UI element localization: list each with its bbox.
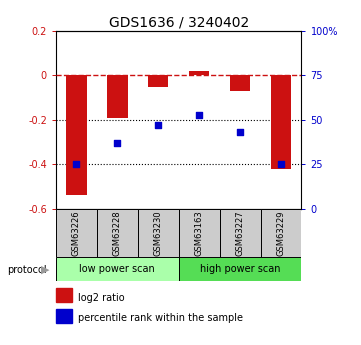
Text: protocol: protocol <box>7 265 47 275</box>
Bar <box>148 76 169 87</box>
Point <box>114 140 120 146</box>
Text: low power scan: low power scan <box>79 264 155 274</box>
Title: GDS1636 / 3240402: GDS1636 / 3240402 <box>109 16 249 30</box>
Bar <box>189 71 209 76</box>
FancyBboxPatch shape <box>261 209 301 257</box>
FancyBboxPatch shape <box>56 257 179 281</box>
Point <box>74 161 79 167</box>
Text: GSM63226: GSM63226 <box>72 210 81 256</box>
Text: percentile rank within the sample: percentile rank within the sample <box>78 314 243 323</box>
Text: GSM63230: GSM63230 <box>154 210 163 256</box>
Text: GSM63229: GSM63229 <box>277 210 286 256</box>
FancyBboxPatch shape <box>97 209 138 257</box>
Point <box>196 112 202 117</box>
FancyBboxPatch shape <box>56 209 97 257</box>
Text: high power scan: high power scan <box>200 264 280 274</box>
Text: GSM63228: GSM63228 <box>113 210 122 256</box>
FancyBboxPatch shape <box>179 209 219 257</box>
Bar <box>230 76 250 91</box>
FancyBboxPatch shape <box>179 257 301 281</box>
Text: ▶: ▶ <box>41 265 49 275</box>
FancyBboxPatch shape <box>219 209 261 257</box>
Bar <box>107 76 127 118</box>
Bar <box>56 288 72 302</box>
Bar <box>56 309 72 323</box>
Bar <box>271 76 291 169</box>
Text: log2 ratio: log2 ratio <box>78 293 124 303</box>
Point <box>278 161 284 167</box>
Point <box>237 130 243 135</box>
Text: GSM63163: GSM63163 <box>195 210 204 256</box>
Text: GSM63227: GSM63227 <box>236 210 244 256</box>
FancyBboxPatch shape <box>138 209 179 257</box>
Bar <box>66 76 87 195</box>
Point <box>155 122 161 128</box>
